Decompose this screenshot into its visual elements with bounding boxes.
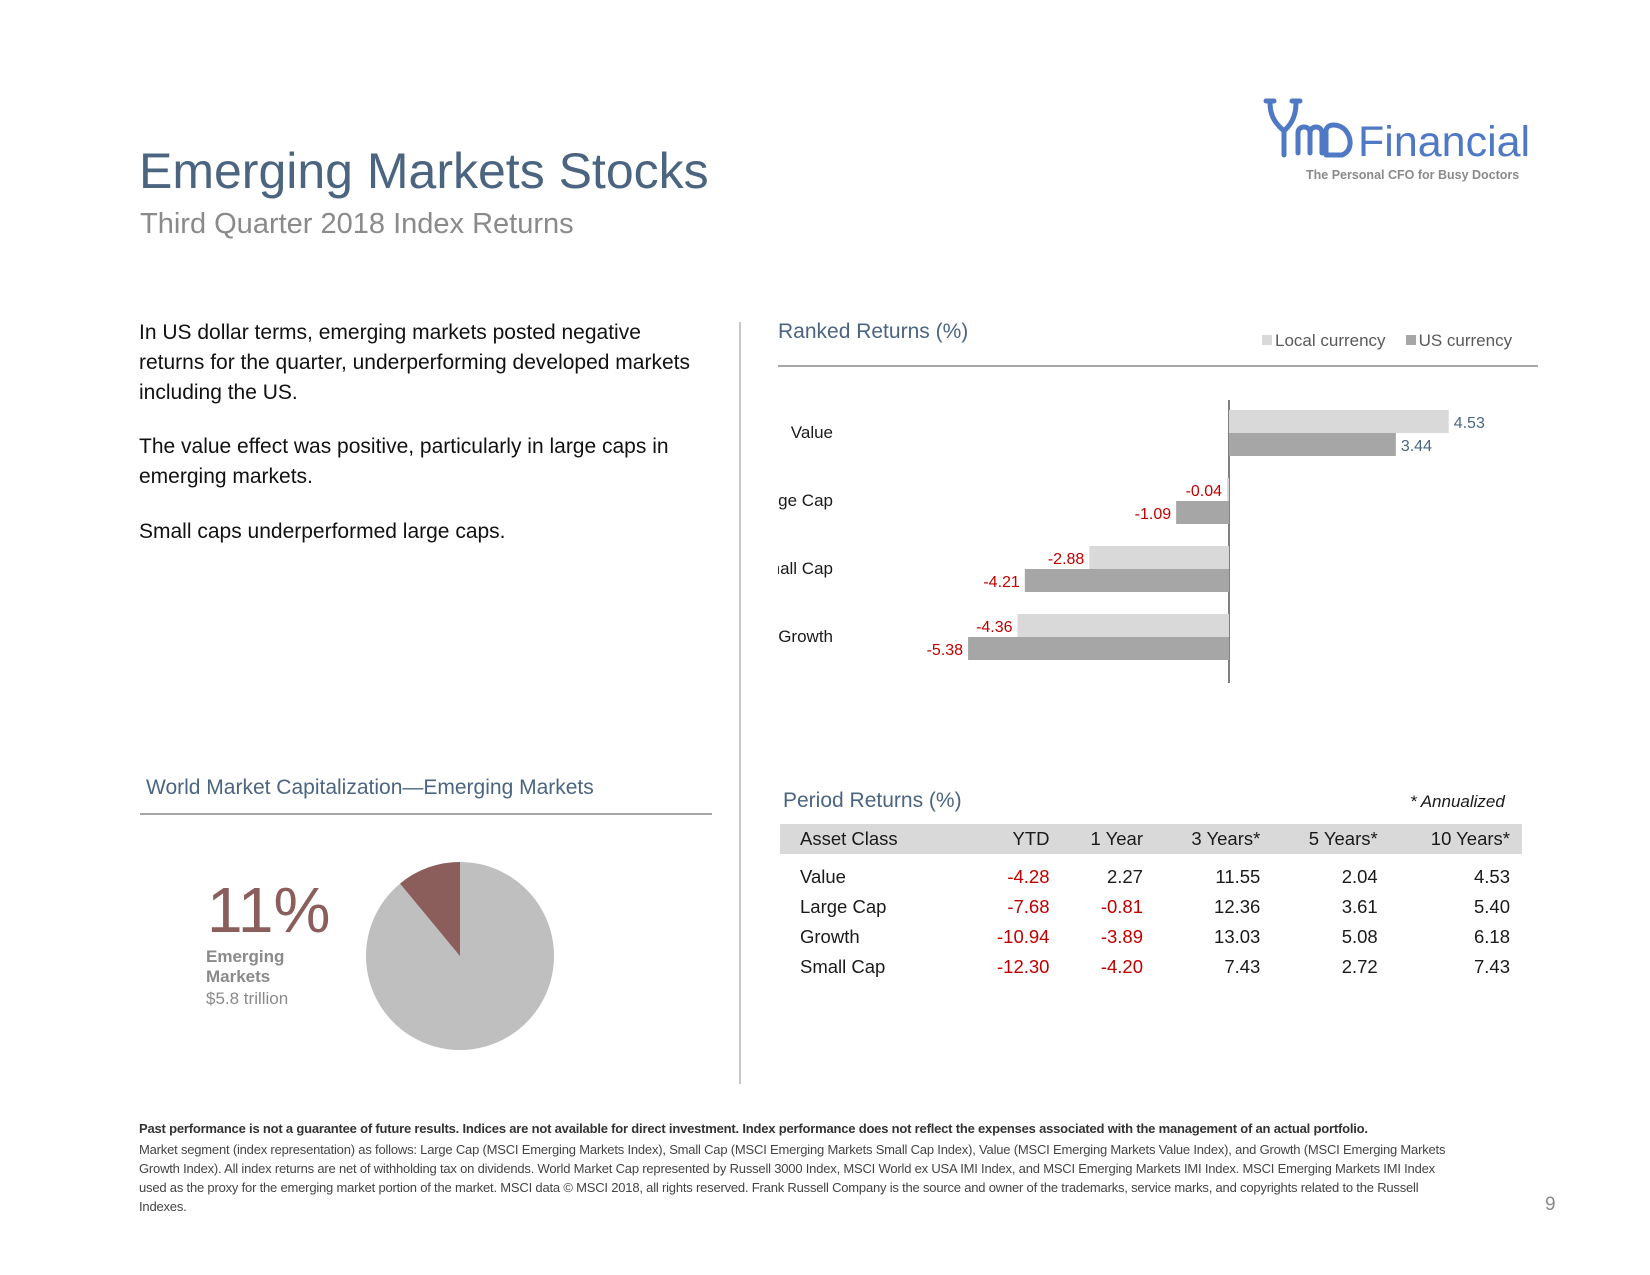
vertical-divider — [739, 322, 741, 1084]
bar-local — [1017, 614, 1229, 637]
period-returns-title: Period Returns (%) — [783, 789, 962, 812]
market-cap-segment-label: Emerging Markets — [206, 947, 285, 986]
legend-label-us: US currency — [1418, 331, 1513, 350]
category-label: Growth — [778, 627, 833, 646]
column-header: Asset Class — [780, 824, 969, 854]
bar-us — [1229, 433, 1396, 456]
return-cell: -4.28 — [1007, 866, 1050, 887]
column-header: 10 Years* — [1389, 824, 1522, 854]
category-label: Small Cap — [778, 559, 833, 578]
table-row: Small Cap -12.30 -4.20 7.43 2.72 7.43 — [780, 952, 1522, 982]
commentary-paragraph: Small caps underperformed large caps. — [139, 520, 506, 543]
page-title: Emerging Markets Stocks — [139, 143, 709, 199]
return-cell: 2.72 — [1341, 956, 1378, 977]
return-cell: 3.61 — [1341, 896, 1378, 917]
chart-legend: Local currency US currency — [1262, 331, 1512, 351]
table-header-row: Asset Class YTD 1 Year 3 Years* 5 Years*… — [780, 824, 1522, 854]
market-cap-title: World Market Capitalization—Emerging Mar… — [146, 776, 594, 799]
column-header: 5 Years* — [1272, 824, 1390, 854]
data-label: -5.38 — [927, 642, 964, 659]
return-cell: 2.27 — [1106, 866, 1143, 887]
data-label: -2.88 — [1048, 551, 1085, 568]
asset-class-cell: Large Cap — [800, 896, 887, 917]
performance-disclaimer: Past performance is not a guarantee of f… — [139, 1121, 1368, 1136]
annualized-note: * Annualized — [1410, 792, 1505, 811]
data-label: -1.09 — [1135, 506, 1172, 523]
return-cell: 11.55 — [1215, 866, 1261, 887]
data-label: -4.36 — [976, 619, 1013, 636]
return-cell: 7.43 — [1224, 956, 1261, 977]
ranked-returns-chart: Value 4.53 3.44 Large Cap -0.04 -1.09 Small Ca… — [778, 400, 1485, 683]
commentary-paragraph: The value effect was positive, particula… — [139, 435, 669, 488]
bar-us — [968, 637, 1229, 660]
category-label: Value — [791, 423, 833, 442]
return-cell: 5.40 — [1473, 896, 1510, 917]
category-label: Large Cap — [778, 491, 833, 510]
table-row: Growth -10.94 -3.89 13.03 5.08 6.18 — [780, 922, 1522, 952]
return-cell: -10.94 — [997, 926, 1050, 947]
return-cell: 5.08 — [1341, 926, 1378, 947]
legend-local: Local currency — [1262, 331, 1386, 350]
commentary-paragraph: In US dollar terms, emerging markets pos… — [139, 321, 690, 404]
company-logo: Financial The Personal CFO for Busy Doct… — [1262, 95, 1542, 185]
section-rule — [140, 813, 712, 815]
logo-tagline: The Personal CFO for Busy Doctors — [1306, 168, 1520, 182]
return-cell: 13.03 — [1214, 926, 1261, 947]
return-cell: 2.04 — [1341, 866, 1378, 887]
data-label: 3.44 — [1401, 438, 1432, 455]
logo-name: Financial — [1358, 118, 1531, 166]
return-cell: -4.20 — [1100, 956, 1143, 977]
return-cell: 12.36 — [1214, 896, 1261, 917]
asset-class-cell: Small Cap — [800, 956, 886, 977]
bar-us — [1024, 569, 1229, 592]
column-header: 1 Year — [1061, 824, 1155, 854]
market-cap-percent: 11% — [207, 874, 331, 946]
bar-local — [1229, 410, 1449, 433]
data-label: -0.04 — [1186, 483, 1223, 500]
table-row: Value -4.28 2.27 11.55 2.04 4.53 — [780, 854, 1522, 892]
period-returns-table: Asset Class YTD 1 Year 3 Years* 5 Years*… — [780, 824, 1522, 982]
logo-mark-icon — [1263, 98, 1353, 158]
page-number: 9 — [1545, 1194, 1556, 1215]
index-footnote: Market segment (index representation) as… — [139, 1142, 1446, 1214]
pie-slice-emerging-markets — [400, 862, 460, 956]
column-header: 3 Years* — [1154, 824, 1273, 854]
legend-swatch-us — [1405, 335, 1416, 345]
legend-swatch-local — [1262, 335, 1272, 345]
ranked-returns-title: Ranked Returns (%) — [778, 320, 969, 343]
page-subtitle: Third Quarter 2018 Index Returns — [140, 208, 574, 240]
return-cell: 7.43 — [1473, 956, 1510, 977]
data-label: 4.53 — [1454, 415, 1485, 432]
asset-class-cell: Growth — [800, 926, 860, 947]
market-cap-pie-chart — [366, 862, 554, 1050]
legend-us: US currency — [1405, 331, 1513, 350]
market-cap-amount: $5.8 trillion — [206, 989, 289, 1008]
bar-us — [1176, 501, 1229, 524]
return-cell: 4.53 — [1473, 866, 1510, 887]
data-label: -4.21 — [983, 574, 1020, 591]
table-row: Large Cap -7.68 -0.81 12.36 3.61 5.40 — [780, 892, 1522, 922]
bar-local — [1089, 546, 1229, 569]
return-cell: -0.81 — [1100, 896, 1143, 917]
return-cell: -3.89 — [1100, 926, 1143, 947]
section-rule — [778, 365, 1538, 367]
bar-local — [1227, 478, 1229, 501]
return-cell: -12.30 — [997, 956, 1050, 977]
return-cell: 6.18 — [1473, 926, 1510, 947]
return-cell: -7.68 — [1007, 896, 1050, 917]
asset-class-cell: Value — [800, 866, 846, 887]
column-header: YTD — [968, 824, 1062, 854]
legend-label-local: Local currency — [1275, 331, 1386, 350]
